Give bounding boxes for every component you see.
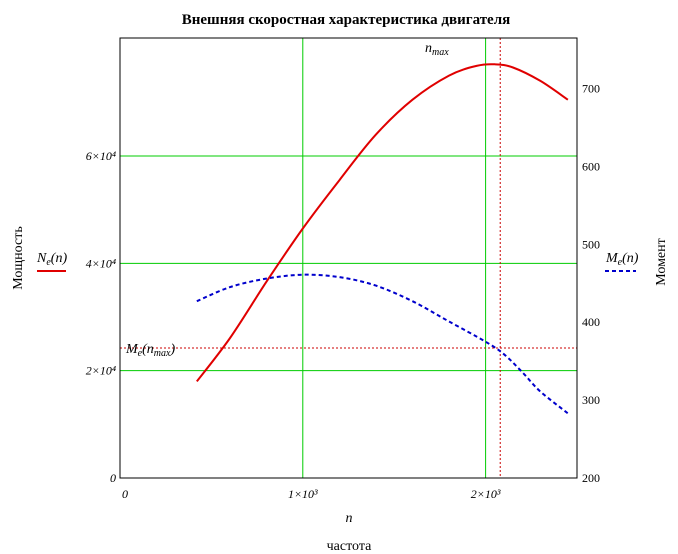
y-right-tick-label: 600 [582,159,600,173]
x-tick-label: 1×10³ [288,487,318,501]
series [196,63,569,415]
y-right-tick-label: 300 [582,393,600,407]
x-symbol: n [346,511,353,526]
y-right-axis-label: Момент [654,238,669,286]
y-right-tick-label: 700 [582,82,600,96]
x-tick-labels: 0 1×10³ 2×10³ [122,487,501,501]
legend-left: Ne(n) [36,251,67,272]
y-left-tick-label: 6×10⁴ [86,149,116,163]
plot-frame [119,37,578,479]
nmax-label: nmax [425,41,449,58]
chart-title: Внешняя скоростная характеристика двигат… [182,12,511,28]
y-left-axis-label: Мощность [11,226,26,289]
x-tick-label: 0 [122,487,128,501]
grid [120,38,577,478]
y-right-tick-labels: 200 300 400 500 600 700 [582,82,600,485]
y-right-tick-label: 200 [582,471,600,485]
markers [120,38,577,478]
y-left-tick-label: 2×10⁴ [86,364,116,378]
legend-left-label: Ne(n) [36,251,67,268]
series-me-line [196,273,569,415]
y-left-tick-labels: 0 2×10⁴ 4×10⁴ 6×10⁴ [86,149,116,485]
y-right-tick-label: 500 [582,237,600,251]
y-left-tick-label: 4×10⁴ [86,256,116,270]
legend-right-label: Me(n) [605,251,639,268]
me-nmax-label: Me(nmax) [125,342,175,359]
y-right-tick-label: 400 [582,315,600,329]
legend-right: Me(n) [605,251,639,272]
x-axis-label: частота [327,539,373,554]
y-left-tick-label: 0 [110,471,116,485]
series-ne-line [196,63,569,383]
x-tick-label: 2×10³ [471,487,501,501]
